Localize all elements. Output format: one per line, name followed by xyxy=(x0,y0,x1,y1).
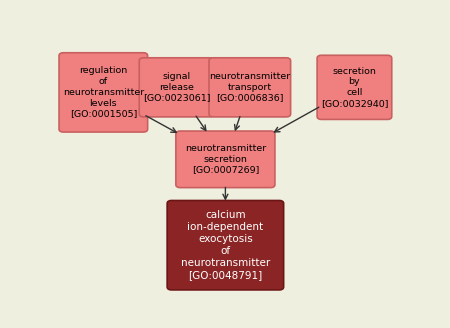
FancyBboxPatch shape xyxy=(59,53,148,132)
Text: neurotransmitter
transport
[GO:0006836]: neurotransmitter transport [GO:0006836] xyxy=(209,72,290,103)
Text: calcium
ion-dependent
exocytosis
of
neurotransmitter
[GO:0048791]: calcium ion-dependent exocytosis of neur… xyxy=(181,210,270,280)
FancyBboxPatch shape xyxy=(209,58,291,117)
FancyBboxPatch shape xyxy=(167,200,284,290)
Text: neurotransmitter
secretion
[GO:0007269]: neurotransmitter secretion [GO:0007269] xyxy=(185,144,266,174)
FancyBboxPatch shape xyxy=(176,131,275,188)
FancyBboxPatch shape xyxy=(139,58,214,117)
Text: regulation
of
neurotransmitter
levels
[GO:0001505]: regulation of neurotransmitter levels [G… xyxy=(63,66,144,118)
Text: secretion
by
cell
[GO:0032940]: secretion by cell [GO:0032940] xyxy=(321,67,388,108)
FancyBboxPatch shape xyxy=(317,55,392,119)
Text: signal
release
[GO:0023061]: signal release [GO:0023061] xyxy=(143,72,210,103)
